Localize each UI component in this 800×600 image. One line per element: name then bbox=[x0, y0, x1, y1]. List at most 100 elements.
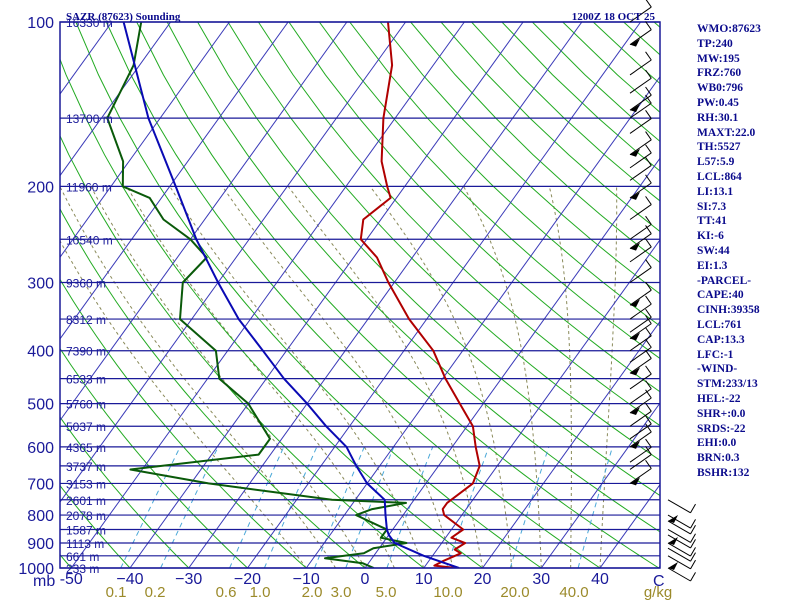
pressure-tick-label: 500 bbox=[27, 397, 54, 414]
wind-barb bbox=[629, 338, 652, 363]
sounding-index: RH:30.1 bbox=[697, 111, 739, 124]
mixing-ratio-label: 40.0 bbox=[559, 584, 588, 600]
wind-barb bbox=[629, 110, 652, 134]
temperature-tick-label: 30 bbox=[532, 571, 550, 588]
height-label: 10540 m bbox=[66, 233, 113, 247]
temperature-tick-label: 10 bbox=[415, 571, 433, 588]
sounding-index: STM:233/13 bbox=[697, 378, 758, 391]
sounding-index: TT:41 bbox=[697, 215, 727, 228]
wind-barbs bbox=[629, 0, 696, 582]
plot-border bbox=[59, 21, 661, 569]
sounding-index: CAPE:40 bbox=[697, 289, 744, 302]
mixing-ratio-label: 0.2 bbox=[145, 584, 166, 600]
temperature-tick-label: −30 bbox=[175, 571, 202, 588]
height-label: 3153 m bbox=[66, 477, 106, 491]
temperature-tick-label: −40 bbox=[116, 571, 143, 588]
wind-barb bbox=[629, 51, 652, 76]
wind-barb bbox=[629, 0, 652, 23]
mixing-ratio-label: 20.0 bbox=[500, 584, 529, 600]
parcel-trace bbox=[122, 22, 460, 568]
wind-barb bbox=[629, 460, 652, 486]
wind-barb bbox=[667, 537, 696, 557]
height-label: 7390 m bbox=[66, 345, 106, 359]
dewpoint-trace bbox=[106, 22, 408, 568]
dry-adiabats bbox=[0, 22, 660, 568]
sounding-index: EI:1.3 bbox=[697, 259, 728, 272]
temperature-trace bbox=[359, 22, 481, 568]
sounding-index: BRN:0.3 bbox=[697, 452, 740, 465]
mixing-ratio-label: 1.0 bbox=[250, 584, 271, 600]
sounding-index: LI:13.1 bbox=[697, 185, 734, 198]
wind-barb bbox=[667, 547, 696, 562]
wind-barb bbox=[629, 365, 652, 390]
temperature-tick-label: −20 bbox=[234, 571, 261, 588]
wind-barb bbox=[667, 534, 696, 549]
isotherms bbox=[60, 22, 660, 568]
sounding-index: HEL:-22 bbox=[697, 392, 741, 405]
height-label: 2601 m bbox=[66, 494, 106, 508]
height-label: 3737 m bbox=[66, 460, 106, 474]
wind-barb bbox=[629, 21, 652, 47]
isotherm-line bbox=[60, 22, 172, 177]
mixing-ratio-label: 10.0 bbox=[433, 584, 462, 600]
sounding-index: L57:5.9 bbox=[697, 156, 735, 169]
isotherm-line bbox=[188, 22, 583, 568]
height-label: 5037 m bbox=[66, 420, 106, 434]
mixing-ratio-label: g/kg bbox=[644, 584, 672, 600]
isotherm-line bbox=[423, 239, 660, 568]
isotherm-line bbox=[60, 22, 230, 259]
sounding-index: SI:7.3 bbox=[697, 200, 727, 213]
sounding-index: EHI:0.0 bbox=[697, 437, 737, 450]
dry-adiabat bbox=[136, 22, 660, 568]
height-label: 1587 m bbox=[66, 523, 106, 537]
wind-barb bbox=[667, 555, 696, 570]
moist-adiabat bbox=[599, 186, 618, 568]
wind-barb bbox=[629, 94, 652, 119]
sounding-index: LCL:864 bbox=[697, 170, 742, 183]
wind-barb bbox=[667, 529, 696, 543]
sounding-index: FRZ:760 bbox=[697, 67, 742, 80]
pressure-tick-label: 800 bbox=[27, 508, 54, 525]
moist-adiabats bbox=[60, 186, 618, 568]
mixing-ratio-label: 0.6 bbox=[216, 584, 237, 600]
moist-adiabat bbox=[60, 186, 337, 568]
moist-adiabat bbox=[169, 186, 425, 568]
mixing-ratio-label: 0.1 bbox=[106, 584, 127, 600]
wind-barb bbox=[629, 295, 652, 320]
plot-frame bbox=[59, 21, 661, 569]
wind-barb bbox=[629, 215, 652, 240]
temperature-tick-label: -50 bbox=[60, 571, 83, 588]
moist-adiabat bbox=[287, 186, 483, 568]
dry-adiabat bbox=[0, 22, 13, 568]
sounding-index: TH:5527 bbox=[697, 141, 741, 154]
wind-barb bbox=[667, 562, 696, 582]
temperature-axis-labels: -50 −40 −30 −20 −10 0 10 20 30 40 bbox=[60, 571, 609, 588]
mixing-ratio-line bbox=[229, 446, 285, 568]
valid-time: 1200Z 18 OCT 25 bbox=[572, 11, 656, 23]
isotherm-line bbox=[60, 22, 289, 340]
sounding-index: KI:-6 bbox=[697, 230, 724, 243]
sounding-index: MW:195 bbox=[697, 52, 740, 65]
pressure-tick-label: 700 bbox=[27, 476, 54, 493]
height-label: 661 m bbox=[66, 550, 99, 564]
pressure-tick-label: 900 bbox=[27, 536, 54, 553]
wind-barb bbox=[629, 327, 652, 352]
pressure-tick-label: 100 bbox=[27, 15, 54, 32]
moist-adiabat bbox=[369, 186, 513, 568]
wind-barb bbox=[667, 499, 696, 514]
wind-barb bbox=[629, 281, 652, 308]
dry-adiabat bbox=[60, 484, 131, 568]
sounding-index: TP:240 bbox=[697, 37, 733, 50]
height-labels: 16330 m 13700 m 11960 m 10540 m 9360 m 8312 m… bbox=[66, 16, 113, 576]
temperature-tick-label: −10 bbox=[293, 571, 320, 588]
pressure-tick-label: 600 bbox=[27, 440, 54, 457]
height-label: 4365 m bbox=[66, 441, 106, 455]
mixing-ratio-labels: 0.1 0.2 0.6 1.0 2.0 3.0 5.0 10.0 20.0 40.0 g/kg bbox=[106, 584, 673, 600]
isotherm-line bbox=[364, 157, 660, 568]
pressure-unit-label: mb bbox=[33, 573, 55, 590]
mixing-ratio-line bbox=[509, 446, 550, 568]
sounding-traces bbox=[106, 22, 481, 568]
wind-barb bbox=[629, 315, 652, 341]
sounding-index: MAXT:22.0 bbox=[697, 126, 756, 139]
